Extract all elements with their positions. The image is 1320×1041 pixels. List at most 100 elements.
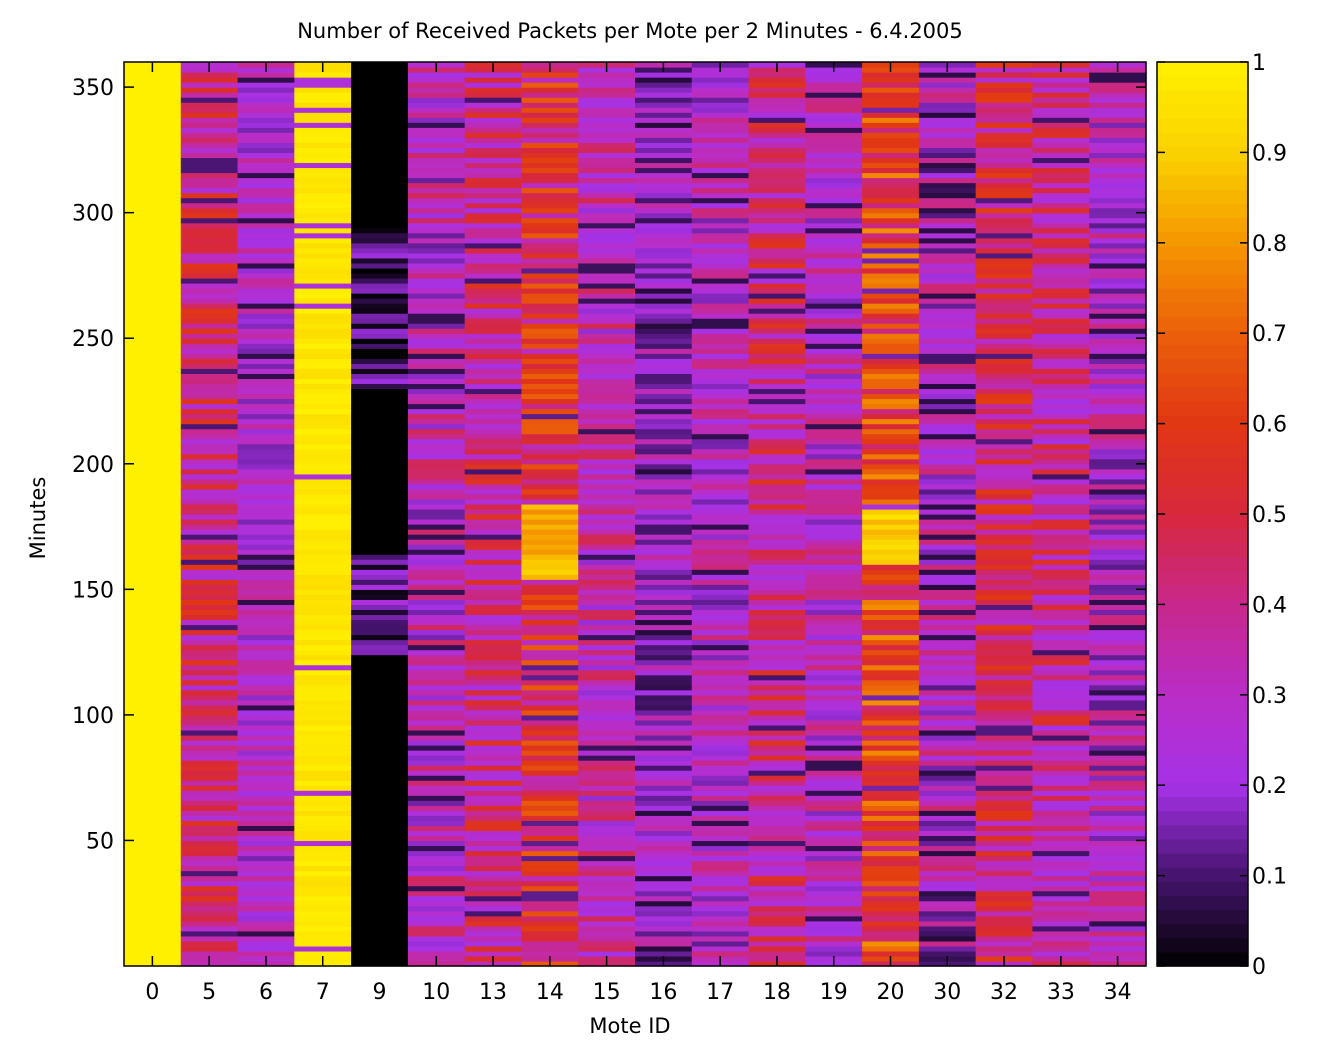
heatmap-cell [748,438,806,445]
heatmap-cell [1089,790,1147,796]
heatmap-cell [1089,252,1147,259]
heatmap-cell [748,895,806,902]
heatmap-cell [748,187,806,194]
heatmap-cell [351,740,409,746]
colorbar-swatch [1157,754,1248,769]
heatmap-cell [805,890,863,897]
heatmap-cell [805,182,863,189]
heatmap-cell [521,684,579,691]
heatmap-cell [691,267,750,274]
heatmap-cell [862,227,920,234]
heatmap-cell [464,644,523,651]
heatmap-cell [1032,413,1090,420]
heatmap-cell [351,443,409,450]
heatmap-cell [578,910,636,917]
heatmap-cell [407,202,466,209]
heatmap-cell [635,719,693,726]
heatmap-cell [975,488,1034,495]
heatmap-cell [351,805,409,811]
heatmap-cell [578,514,636,520]
heatmap-cell [635,785,693,791]
heatmap-cell [351,363,409,369]
heatmap-cell [1032,624,1090,631]
heatmap-cell [237,925,295,932]
colorbar-swatch [1157,768,1248,783]
heatmap-cell [748,544,806,550]
heatmap-cell [407,147,466,153]
heatmap-cell [862,308,920,314]
heatmap-cell [407,810,466,816]
heatmap-cell [748,534,806,540]
heatmap-cell [975,770,1034,776]
heatmap-cell [351,368,409,374]
heatmap-cell [975,609,1034,616]
heatmap-cell [578,498,636,505]
heatmap-cell [691,373,750,379]
heatmap-cell [805,860,863,867]
heatmap-cell [124,845,182,852]
heatmap-cell [1089,388,1147,395]
heatmap-cell [578,569,636,575]
heatmap-cell [691,770,750,776]
heatmap-cell [1032,468,1090,475]
heatmap-cell [124,313,182,319]
heatmap-cell [635,649,693,656]
heatmap-cell [975,704,1034,711]
heatmap-cell [748,453,806,460]
colorbar-swatch [1157,485,1248,501]
heatmap-cell [635,277,693,284]
heatmap-cell [1032,699,1090,706]
heatmap-cell [578,97,636,103]
heatmap-cell [975,810,1034,816]
heatmap-cell [691,704,750,711]
heatmap-cell [635,267,693,274]
heatmap-cell [464,252,523,259]
heatmap-cell [1089,232,1147,239]
heatmap-cell [124,524,182,530]
heatmap-cell [124,112,182,118]
heatmap-cell [748,679,806,686]
heatmap-cell [124,77,182,83]
heatmap-cell [407,207,466,214]
heatmap-cell [351,403,409,410]
heatmap-cell [748,785,806,791]
heatmap-cell [578,488,636,495]
heatmap-cell [351,579,409,585]
heatmap-cell [1032,649,1090,656]
heatmap-cell [748,815,806,821]
heatmap-cell [1089,308,1147,314]
heatmap-cell [805,885,863,892]
colorbar [1157,62,1248,967]
colorbar-tick-label: 0.7 [1252,322,1287,347]
heatmap-cell [918,885,977,892]
heatmap-cell [1032,348,1090,354]
heatmap-cell [1032,805,1090,811]
heatmap-cell [748,915,806,922]
heatmap-cell [918,945,977,952]
heatmap-cell [1032,132,1090,138]
heatmap-cell [237,227,295,234]
heatmap-cell [975,574,1034,580]
heatmap-cell [635,122,693,128]
y-axis-label: Minutes [26,477,50,560]
heatmap-cell [237,740,295,746]
heatmap-cell [294,383,352,390]
heatmap-cell [691,157,750,164]
heatmap-cell [237,604,295,611]
heatmap-cell [1032,950,1090,957]
heatmap-cell [1032,227,1090,234]
heatmap-cell [975,619,1034,626]
heatmap-cell [1089,483,1147,490]
heatmap-cell [578,895,636,902]
heatmap-cell [464,604,523,611]
heatmap-cell [635,800,693,806]
heatmap-cell [237,328,295,334]
heatmap-cell [124,945,182,952]
heatmap-cell [237,564,295,570]
heatmap-cell [635,579,693,585]
heatmap-cell [691,428,750,435]
heatmap-cell [124,202,182,209]
heatmap-cell [294,187,352,194]
heatmap-cell [975,840,1034,847]
heatmap-cell [521,237,579,244]
